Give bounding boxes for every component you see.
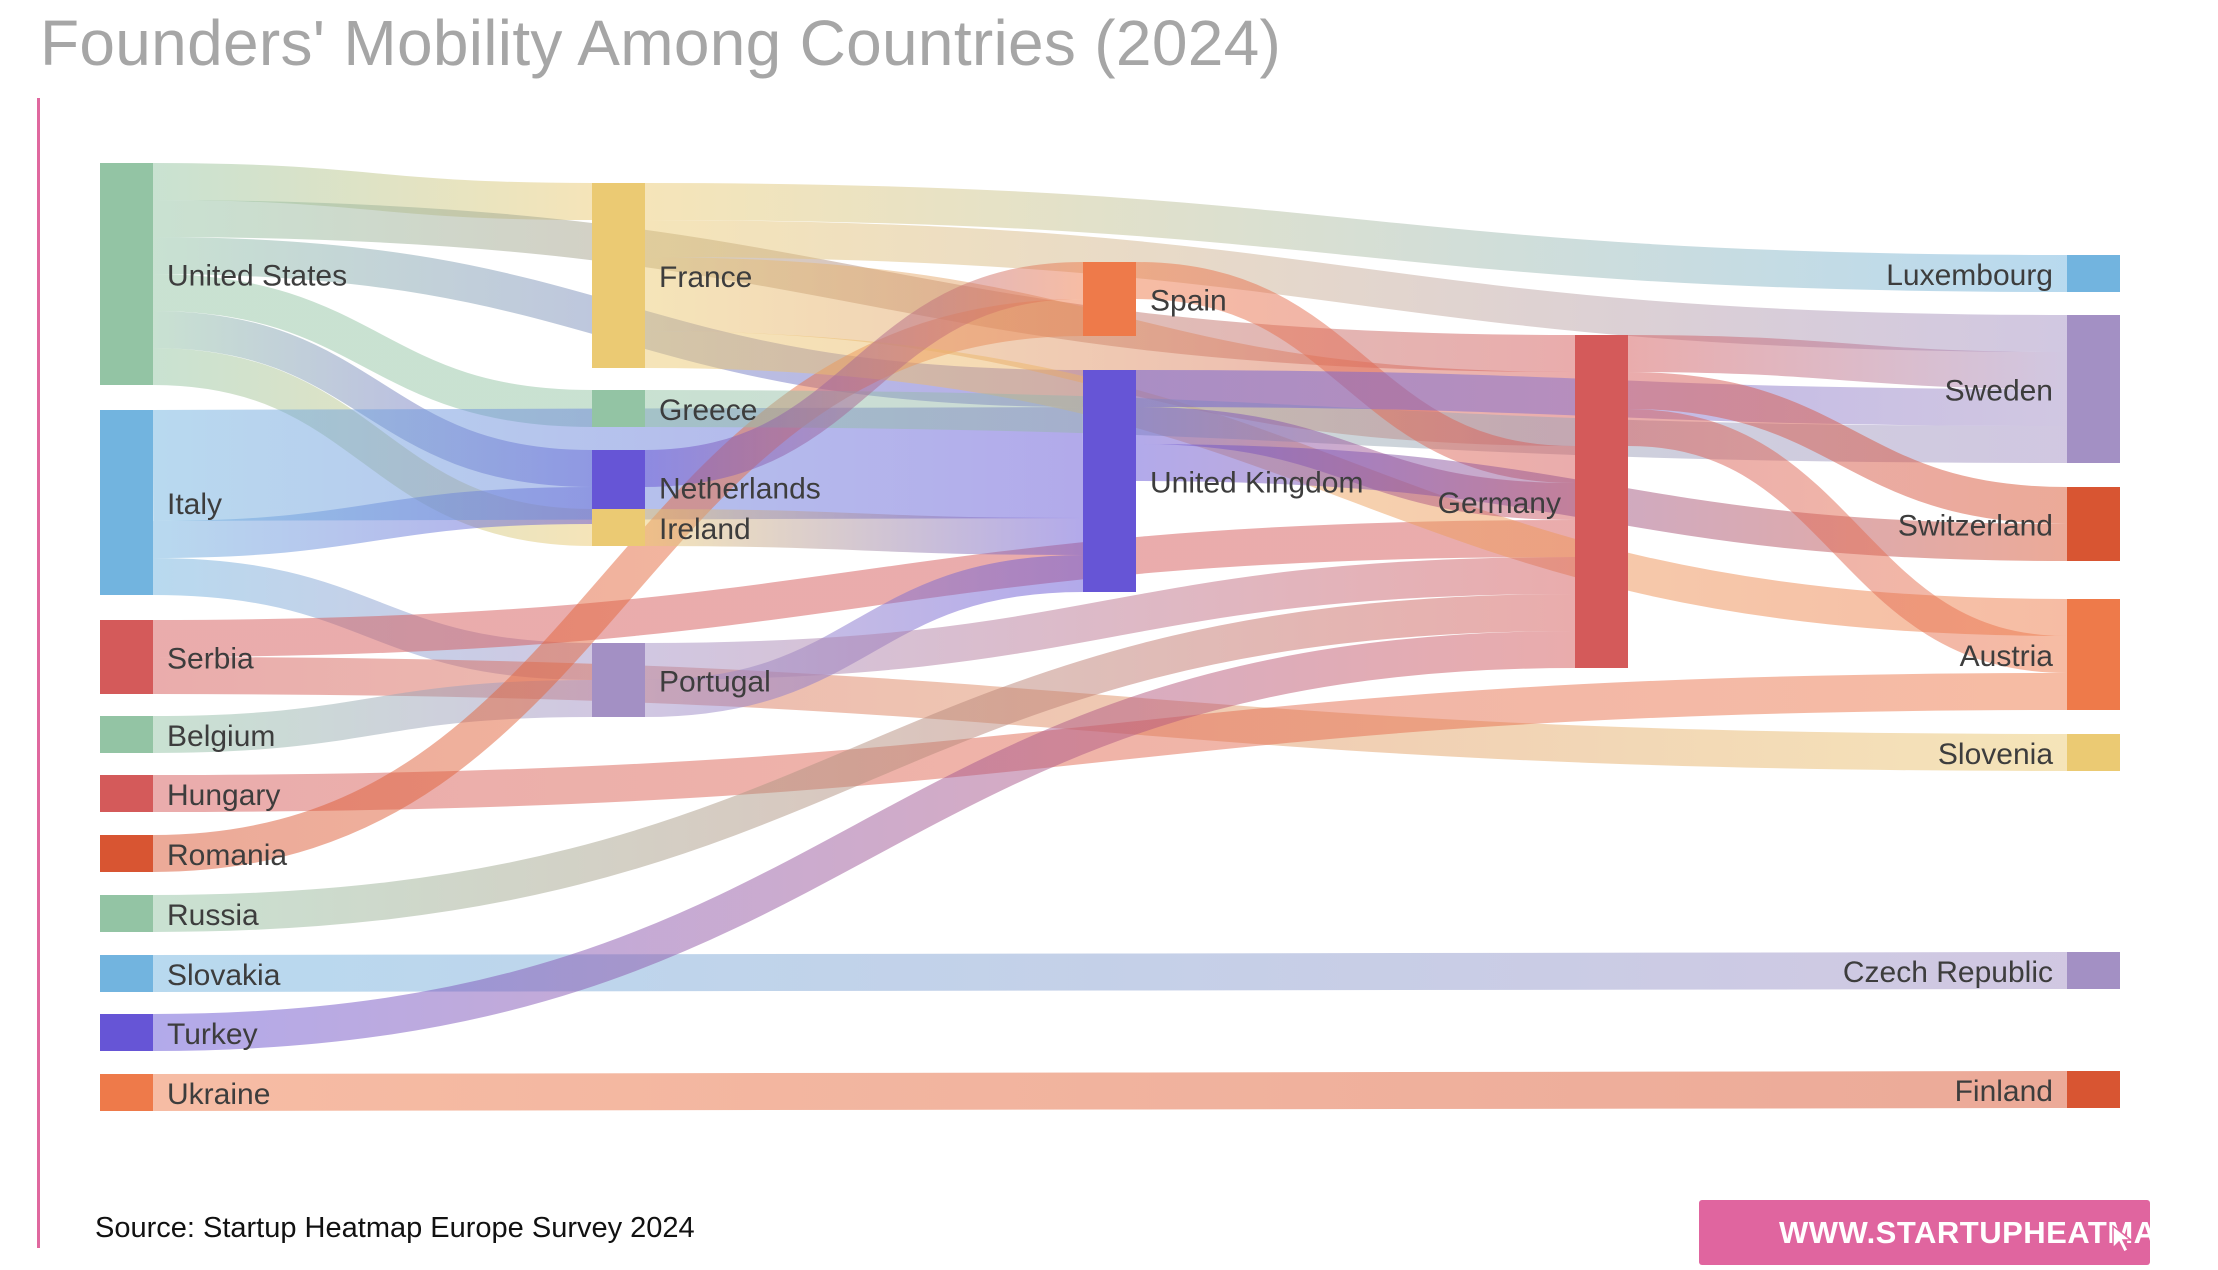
sankey-label-netherlands: Netherlands xyxy=(659,473,821,506)
sankey-node-serbia xyxy=(100,620,153,694)
sankey-link-germany-to-sweden xyxy=(1627,335,2068,389)
sankey-node-slovakia xyxy=(100,955,153,992)
sankey-link-netherlands-to-spain xyxy=(644,262,1084,487)
sankey-node-germany xyxy=(1575,335,1628,668)
sankey-node-united-states xyxy=(100,163,153,385)
sankey-link-germany-to-switzerland xyxy=(1627,372,2068,524)
sankey-node-ukraine xyxy=(100,1074,153,1111)
sankey-link-greece-to-sweden xyxy=(644,390,2068,463)
sankey-node-belgium xyxy=(100,716,153,753)
sankey-label-czech-republic: Czech Republic xyxy=(1843,956,2053,989)
cursor-icon xyxy=(2112,1224,2134,1254)
sankey-label-romania: Romania xyxy=(167,839,287,872)
sankey-label-ukraine: Ukraine xyxy=(167,1078,270,1111)
sankey-label-hungary: Hungary xyxy=(167,779,280,812)
sankey-label-greece: Greece xyxy=(659,394,757,427)
sankey-link-germany-to-austria xyxy=(1627,409,2068,673)
website-link-button[interactable]: WWW.STARTUPHEATMAP.EU xyxy=(1699,1200,2218,1265)
sankey-label-slovakia: Slovakia xyxy=(167,959,281,992)
sankey-label-france: France xyxy=(659,261,752,294)
sankey-node-france xyxy=(592,183,645,368)
website-link-label: WWW.STARTUPHEATMAP.EU xyxy=(1779,1214,2218,1250)
sankey-link-france-to-luxembourg xyxy=(644,183,2068,292)
sankey-link-ireland-to-united-kingdom xyxy=(644,509,1084,555)
sankey-links xyxy=(152,163,2068,1111)
sankey-label-austria: Austria xyxy=(1960,640,2054,673)
sankey-node-russia xyxy=(100,895,153,932)
sankey-label-spain: Spain xyxy=(1150,285,1227,318)
sankey-node-greece xyxy=(592,390,645,427)
sankey-link-france-to-sweden xyxy=(644,220,2068,352)
sankey-label-slovenia: Slovenia xyxy=(1938,738,2053,771)
sankey-label-serbia: Serbia xyxy=(167,643,254,676)
sankey-labels: United States Italy Serbia Belgium Hungary Ro… xyxy=(167,259,2053,1111)
sankey-node-sweden xyxy=(2067,315,2120,463)
sankey-link-serbia-to-germany xyxy=(152,520,1576,657)
sankey-label-switzerland: Switzerland xyxy=(1898,510,2053,543)
sankey-link-united-states-to-france xyxy=(152,163,593,220)
sankey-nodes xyxy=(100,163,2120,1111)
sankey-link-slovakia-to-czech-republic xyxy=(152,952,2068,992)
sankey-label-portugal: Portugal xyxy=(659,666,771,699)
sankey-label-finland: Finland xyxy=(1955,1075,2053,1108)
sankey-node-switzerland xyxy=(2067,487,2120,561)
sankey-node-slovenia xyxy=(2067,734,2120,771)
sankey-node-ireland xyxy=(592,509,645,546)
sankey-node-hungary xyxy=(100,775,153,812)
sankey-node-portugal xyxy=(592,643,645,717)
sankey-label-belgium: Belgium xyxy=(167,720,275,753)
chart-title: Founders' Mobility Among Countries (2024… xyxy=(40,7,1282,79)
sankey-link-ukraine-to-finland xyxy=(152,1071,2068,1111)
sankey-node-romania xyxy=(100,835,153,872)
sankey-node-turkey xyxy=(100,1014,153,1051)
sankey-label-germany: Germany xyxy=(1438,487,1561,520)
sankey-node-finland xyxy=(2067,1071,2120,1108)
sankey-label-turkey: Turkey xyxy=(167,1018,258,1051)
sankey-label-italy: Italy xyxy=(167,488,222,521)
sankey-link-turkey-to-germany xyxy=(152,631,1576,1051)
sankey-node-luxembourg xyxy=(2067,255,2120,292)
sankey-node-austria xyxy=(2067,599,2120,710)
sankey-label-united-kingdom: United Kingdom xyxy=(1150,467,1363,500)
sankey-label-luxembourg: Luxembourg xyxy=(1886,259,2053,292)
accent-divider xyxy=(37,98,40,1248)
sankey-link-portugal-to-germany xyxy=(644,557,1576,680)
sankey-label-russia: Russia xyxy=(167,899,259,932)
sankey-label-sweden: Sweden xyxy=(1945,375,2053,408)
sankey-label-united-states: United States xyxy=(167,260,347,293)
sankey-node-czech-republic xyxy=(2067,952,2120,989)
sankey-label-ireland: Ireland xyxy=(659,513,751,546)
sankey-node-italy xyxy=(100,410,153,595)
sankey-node-united-kingdom xyxy=(1083,370,1136,592)
sankey-link-russia-to-germany xyxy=(152,594,1576,932)
sankey-node-spain xyxy=(1083,262,1136,336)
sankey-link-united-states-to-greece xyxy=(152,274,593,427)
source-note: Source: Startup Heatmap Europe Survey 20… xyxy=(95,1212,695,1244)
